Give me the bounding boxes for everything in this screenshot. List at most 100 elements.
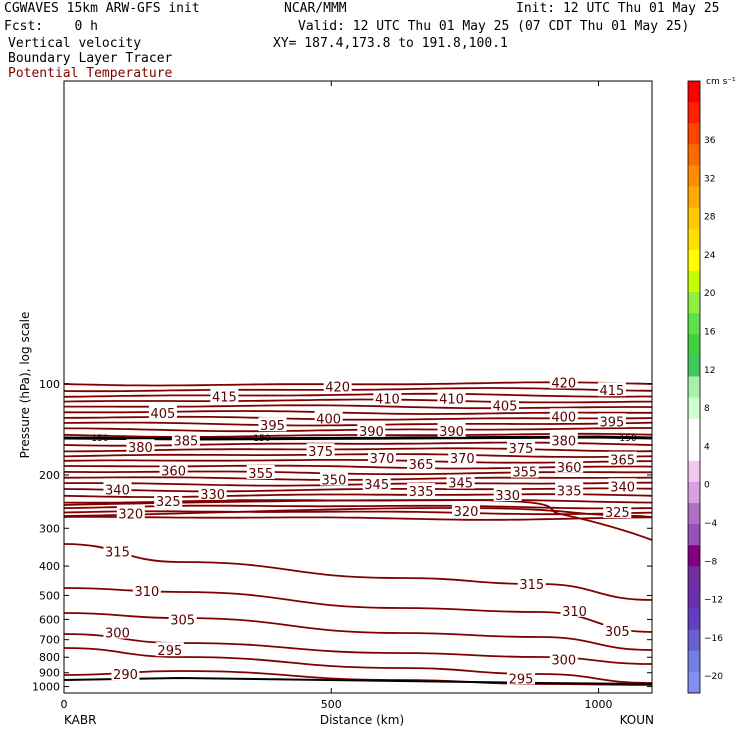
- theta-contour-line: [63, 453, 653, 458]
- contour-label-bg: [111, 666, 140, 681]
- contour-label: 365: [409, 458, 434, 473]
- colorbar-swatch: [688, 671, 700, 694]
- colorbar-label: 28: [704, 213, 716, 223]
- contour-label: 290: [113, 668, 138, 683]
- contour-label-bg: [103, 624, 132, 639]
- field-boundary-layer-tracer: Boundary Layer Tracer: [8, 51, 173, 66]
- colorbar-swatch: [688, 524, 700, 546]
- colorbar: cm s⁻¹ 36 32 28 24 20 16 12 8 4 0 −4 −8 −12 −16 −20: [687, 77, 736, 694]
- contour-label-bg: [198, 485, 227, 500]
- contour-label-bg: [437, 390, 466, 405]
- contour-label: 320: [118, 507, 143, 522]
- colorbar-swatch: [688, 503, 700, 525]
- contour-label-bg: [246, 464, 275, 479]
- field-vertical-velocity: Vertical velocity: [8, 36, 142, 51]
- contour-label-bg: [510, 463, 539, 478]
- contour-label-bg: [603, 503, 632, 518]
- contour-label: 295: [509, 672, 534, 687]
- contour-label-bg: [362, 475, 391, 490]
- contour-label: 325: [156, 495, 181, 510]
- y-tick-label: 100: [39, 378, 60, 391]
- theta-contour-line: [63, 392, 652, 398]
- valid-time: Valid: 12 UTC Thu 01 May 25 (07 CDT Thu …: [298, 19, 690, 34]
- theta-contour-lower: [63, 612, 653, 651]
- colorbar-swatch: [688, 313, 700, 335]
- contour-label: 405: [493, 400, 518, 415]
- contour-label: 310: [134, 585, 159, 600]
- contour-label: 310: [562, 605, 587, 620]
- x-tick-label: 1000: [585, 698, 613, 711]
- colorbar-swatch: [688, 650, 700, 673]
- colorbar-label: 24: [704, 251, 716, 261]
- colorbar-swatch: [688, 397, 700, 420]
- contour-label-bg: [159, 462, 188, 477]
- y-axis-title: Pressure (hPa), log scale: [18, 312, 32, 459]
- contour-label-bg: [154, 493, 183, 508]
- colorbar-swatch: [688, 144, 700, 166]
- contour-label: 390: [439, 425, 464, 440]
- org-label: NCAR/MMM: [284, 1, 347, 16]
- colorbar-swatch: [688, 228, 700, 251]
- contour-label-bg: [549, 374, 578, 389]
- contour-label-bg: [132, 582, 161, 597]
- colorbar-label: 12: [704, 366, 715, 376]
- contour-label-bg: [126, 439, 155, 454]
- colorbar-swatch: [688, 102, 700, 124]
- colorbar-units: cm s⁻¹: [706, 77, 736, 87]
- colorbar-label: 20: [704, 289, 716, 299]
- contour-label: 370: [450, 452, 475, 467]
- contour-label-bg: [451, 502, 480, 517]
- contour-label-bg: [597, 413, 626, 428]
- theta-contour-line: [63, 510, 653, 516]
- contour-label: 360: [161, 464, 186, 479]
- colorbar-swatch: [688, 418, 700, 441]
- contour-label: 315: [519, 578, 544, 593]
- contour-label-bg: [597, 382, 626, 397]
- contour-label-bg: [446, 474, 475, 489]
- colorbar-label: 0: [704, 481, 710, 491]
- y-tick-label: 700: [39, 634, 60, 647]
- contour-label: 330: [200, 488, 225, 503]
- colorbar-swatch: [688, 376, 700, 399]
- contour-label: 325: [605, 506, 630, 521]
- contour-label: 405: [150, 407, 175, 422]
- contour-label: 390: [359, 425, 384, 440]
- contour-label-bg: [549, 651, 578, 666]
- contour-label: 300: [551, 654, 576, 669]
- contour-label: 420: [325, 380, 350, 395]
- contour-label: 315: [105, 546, 130, 561]
- contour-labels: 420 420 415 415 410 410 405 405 400 400 395 395 390 3…: [103, 374, 637, 687]
- y-tick-label: 900: [39, 667, 60, 680]
- contour-label-bg: [549, 432, 578, 447]
- contour-label: 330: [495, 489, 520, 504]
- theta-contour-line: [63, 516, 653, 521]
- contour-label: 395: [599, 415, 624, 430]
- contour-label-bg: [258, 417, 287, 432]
- y-tick-label: 200: [39, 469, 60, 482]
- colorbar-swatch: [688, 81, 700, 103]
- colorbar-swatch: [688, 545, 700, 567]
- init-time: Init: 12 UTC Thu 01 May 25: [516, 1, 720, 16]
- colorbar-label: −16: [704, 634, 723, 644]
- colorbar-label: 32: [704, 174, 715, 184]
- contour-label-bg: [168, 611, 197, 626]
- contour-label-bg: [155, 642, 184, 657]
- colorbar-swatch: [688, 439, 700, 462]
- colorbar-label: −20: [704, 672, 723, 682]
- contour-label-bg: [306, 443, 335, 458]
- theta-contour-line: [63, 387, 653, 393]
- model-title: CGWAVES 15km ARW-GFS init: [4, 1, 200, 16]
- contour-label: 345: [364, 478, 389, 493]
- colorbar-swatch: [688, 629, 700, 652]
- contour-label: 335: [557, 484, 582, 499]
- contour-label-bg: [357, 422, 386, 437]
- forecast-hour: Fcst: 0 h: [4, 19, 98, 34]
- contour-label: 355: [512, 466, 537, 481]
- contour-label: 300: [105, 627, 130, 642]
- contour-label-bg: [116, 505, 145, 520]
- theta-contour-line: [64, 476, 653, 481]
- contour-label-bg: [555, 458, 584, 473]
- contour-label-bg: [373, 390, 402, 405]
- x-endpoint-left: KABR: [64, 713, 96, 727]
